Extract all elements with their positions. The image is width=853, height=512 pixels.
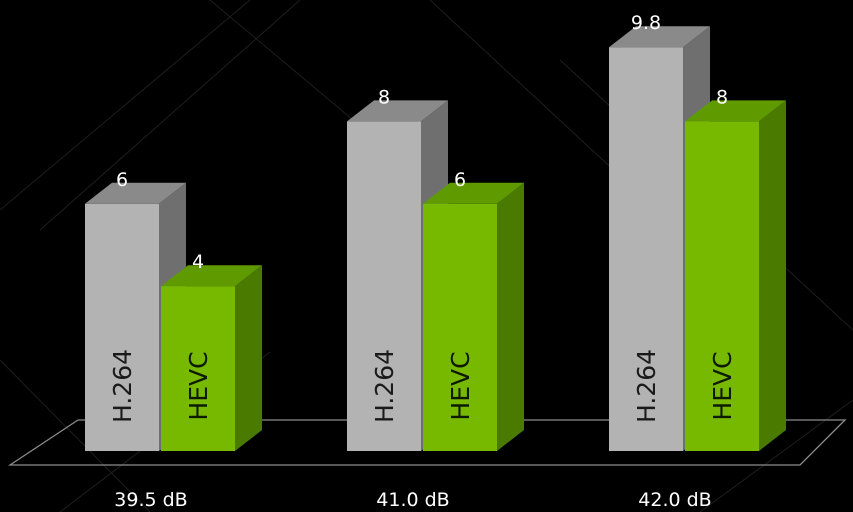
chart-floor	[7, 419, 847, 466]
data-label: 8	[716, 86, 728, 108]
bar-front-face	[161, 286, 235, 451]
series-label-h264: H.264	[370, 349, 399, 423]
series-label-h264: H.264	[108, 349, 137, 423]
bar-top-face	[685, 100, 786, 122]
bar-hevc	[161, 265, 262, 451]
decor-line	[0, 359, 151, 512]
bar-top-face	[347, 100, 448, 122]
bars-group	[85, 26, 786, 452]
bar-side-face	[759, 100, 786, 452]
category-label: 39.5 dB	[114, 489, 187, 511]
bar-hevc	[423, 182, 524, 452]
chart-floor-plane	[7, 419, 847, 466]
labels-group: H.264 6 HEVC 4 39.5 dB H.264 8 HEVC 6 41.0 dB H.26…	[108, 12, 737, 511]
bar-side-face	[497, 182, 524, 452]
data-label: 6	[116, 169, 128, 191]
decor-line	[699, 399, 853, 512]
data-label: 6	[454, 169, 466, 191]
bar-top-face	[85, 182, 186, 204]
data-label: 8	[378, 86, 390, 108]
series-label-hevc: HEVC	[184, 351, 213, 420]
data-label: 4	[192, 251, 204, 273]
bar-front-face	[347, 121, 421, 452]
bar-front-face	[423, 203, 497, 451]
bar-top-face	[161, 265, 262, 287]
decor-line	[39, 0, 301, 231]
bar-front-face	[685, 121, 759, 452]
category-label: 42.0 dB	[638, 489, 711, 511]
data-label: 9.8	[631, 12, 661, 34]
series-label-hevc: HEVC	[708, 351, 737, 420]
bar-side-face	[235, 265, 262, 451]
series-label-h264: H.264	[632, 349, 661, 423]
bar-top-face	[423, 182, 524, 204]
bar-front-face	[85, 203, 159, 451]
bar-top-face	[609, 26, 710, 48]
decor-line	[0, 0, 251, 211]
series-label-hevc: HEVC	[446, 351, 475, 420]
category-label: 41.0 dB	[376, 489, 449, 511]
bar-hevc	[685, 100, 786, 452]
bar-front-face	[609, 47, 683, 452]
